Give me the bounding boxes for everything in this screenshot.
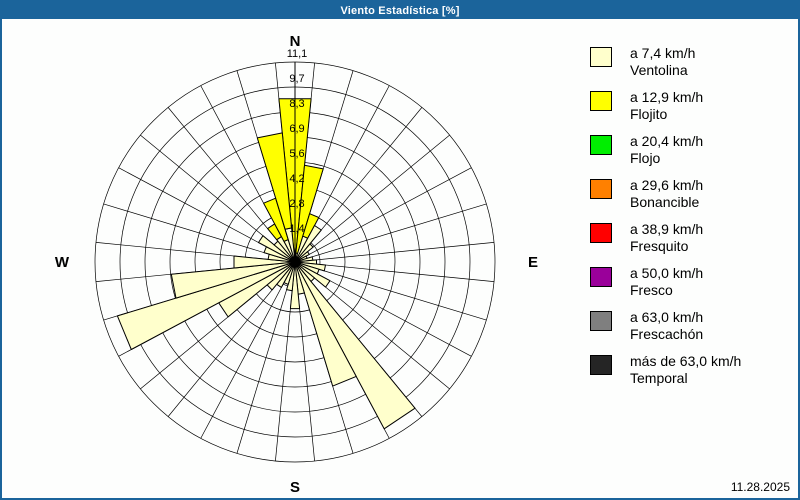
radial-tick-label: 8,3	[289, 98, 304, 110]
legend-label: a 63,0 km/h Frescachón	[630, 309, 703, 343]
legend-speed: a 29,6 km/h	[630, 177, 704, 193]
grid-spoke	[294, 167, 472, 263]
window-title: Viento Estadística [%]	[340, 4, 460, 17]
grid-spoke	[103, 203, 296, 263]
grid-spoke	[294, 261, 495, 282]
grid-spoke	[294, 242, 495, 263]
grid-spoke	[200, 261, 296, 439]
legend-speed: a 63,0 km/h	[630, 309, 704, 325]
legend-label: a 20,4 km/h Flojo	[630, 133, 703, 167]
grid-spoke	[236, 261, 296, 454]
sector-bar-nbe	[295, 164, 324, 254]
legend-item-ventolina: a 7,4 km/h Ventolina	[590, 45, 741, 79]
sector-bar-wbs	[170, 261, 296, 299]
grid-spoke	[294, 203, 487, 263]
legend-speed: más de 63,0 km/h	[630, 353, 742, 369]
radial-tick-label: 4,2	[289, 173, 304, 185]
legend-category: Flojito	[630, 106, 668, 122]
legend-category: Fresco	[630, 282, 673, 298]
legend-label: a 50,0 km/h Fresco	[630, 265, 703, 299]
legend-speed: a 38,9 km/h	[630, 221, 704, 237]
legend-speed: a 50,0 km/h	[630, 265, 704, 281]
legend-category: Frescachón	[630, 326, 704, 342]
compass-label-east: E	[527, 254, 538, 271]
legend-speed: a 12,9 km/h	[630, 89, 704, 105]
legend-item-fresquito: a 38,9 km/h Fresquito	[590, 221, 741, 255]
legend-swatch	[590, 355, 612, 375]
sector-bar-nne	[302, 213, 320, 239]
legend-category: Flojo	[630, 150, 661, 166]
legend-label: más de 63,0 km/h Temporal	[630, 353, 741, 387]
legend-swatch	[590, 223, 612, 243]
legend-speed: a 20,4 km/h	[630, 133, 704, 149]
compass-label-north: N	[289, 33, 301, 50]
legend-item-flojo: a 20,4 km/h Flojo	[590, 133, 741, 167]
sector-bar-w	[233, 255, 296, 269]
legend-category: Temporal	[630, 370, 688, 386]
sector-bar-nbw	[256, 132, 293, 230]
legend-label: a 7,4 km/h Ventolina	[630, 45, 695, 79]
legend-category: Ventolina	[630, 62, 688, 78]
window-titlebar: Viento Estadística [%]	[2, 2, 798, 19]
compass-label-south: S	[289, 479, 300, 496]
radial-axis: 1,4 2,8 4,2 5,6 6,9 8,3 9,7 11,1	[287, 48, 308, 266]
legend-item-temporal: más de 63,0 km/h Temporal	[590, 353, 741, 387]
legend-speed: a 7,4 km/h	[630, 45, 696, 61]
grid-spoke	[294, 134, 450, 263]
legend-category: Bonancible	[630, 194, 700, 210]
legend-swatch	[590, 47, 612, 67]
legend-category: Fresquito	[630, 238, 689, 254]
legend-swatch	[590, 91, 612, 111]
legend-label: a 38,9 km/h Fresquito	[630, 221, 703, 255]
legend-swatch	[590, 135, 612, 155]
legend-item-bonancible: a 29,6 km/h Bonancible	[590, 177, 741, 211]
chart-panel: 1,4 2,8 4,2 5,6 6,9 8,3 9,7 11,1 N S W E a 7,4 …	[2, 19, 798, 498]
radial-tick-label: 2,8	[289, 198, 304, 210]
legend-label: a 12,9 km/h Flojito	[630, 89, 703, 123]
radial-tick-label: 9,7	[289, 73, 304, 85]
compass-label-west: W	[54, 254, 70, 271]
sector-bar-sse	[294, 261, 357, 387]
legend-swatch	[590, 179, 612, 199]
legend-item-flojito: a 12,9 km/h Flojito	[590, 89, 741, 123]
legend: a 7,4 km/h Ventolina a 12,9 km/h Flojito a 2…	[590, 45, 741, 387]
legend-item-fresco: a 50,0 km/h Fresco	[590, 265, 741, 299]
radial-tick-label: 11,1	[287, 48, 308, 60]
grid-spoke	[294, 261, 487, 321]
legend-swatch	[590, 267, 612, 287]
legend-swatch	[590, 311, 612, 331]
legend-item-frescachón: a 63,0 km/h Frescachón	[590, 309, 741, 343]
legend-label: a 29,6 km/h Bonancible	[630, 177, 703, 211]
radial-tick-label: 5,6	[289, 148, 304, 160]
windrose-svg: 1,4 2,8 4,2 5,6 6,9 8,3 9,7 11,1	[94, 48, 496, 463]
radial-tick-label: 1,4	[289, 223, 304, 235]
date-label: 11.28.2025	[730, 480, 790, 494]
center-dot	[291, 258, 299, 266]
radial-tick-label: 6,9	[289, 123, 304, 135]
